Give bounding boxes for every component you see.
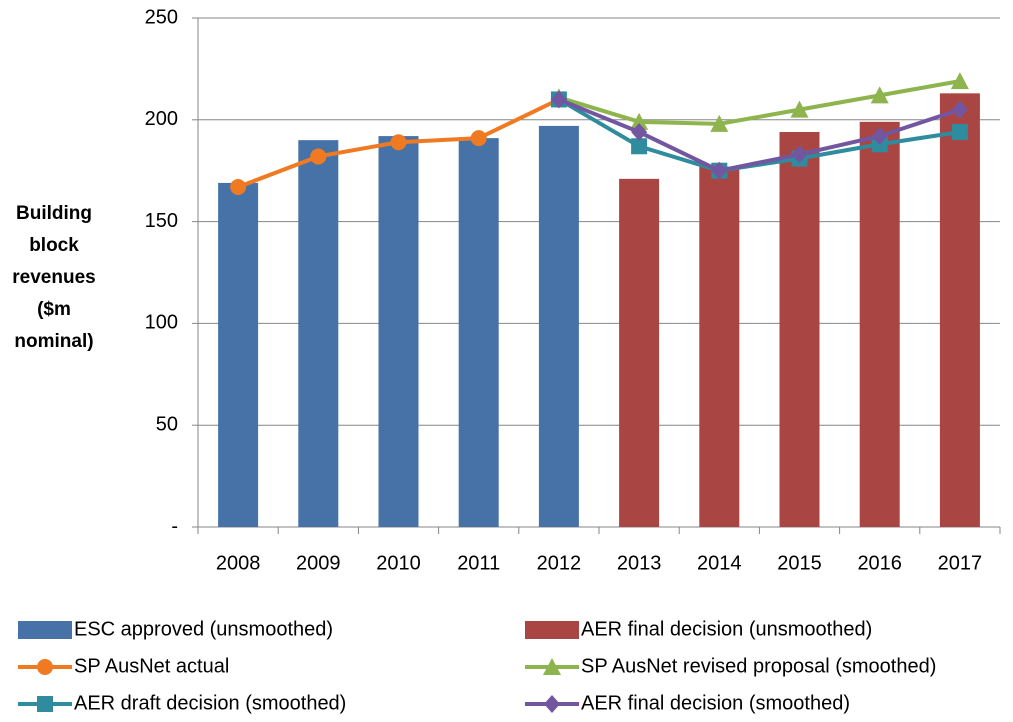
marker (791, 145, 808, 164)
legend-label: AER final decision (smoothed) (581, 692, 850, 714)
legend-marker (37, 696, 53, 712)
y-axis-label: Building block revenues ($m nominal) (12, 203, 96, 352)
legend-swatch (525, 621, 579, 639)
x-tick-label: 2017 (938, 552, 983, 574)
line (557, 97, 961, 173)
x-tick-label: 2015 (777, 552, 822, 574)
marker (951, 100, 968, 119)
x-tick-label: 2013 (617, 552, 662, 574)
x-tick-label: 2014 (697, 552, 742, 574)
x-tick-label: 2008 (216, 552, 261, 574)
marker (630, 112, 649, 130)
marker (951, 124, 968, 141)
legend-label: AER draft decision (smoothed) (74, 692, 346, 714)
marker (631, 138, 648, 155)
marker (550, 90, 567, 109)
bar (378, 136, 419, 527)
marker (870, 86, 889, 104)
marker (950, 72, 969, 90)
bar (458, 138, 499, 527)
legend-label: SP AusNet revised proposal (smoothed) (581, 655, 936, 677)
marker (711, 161, 728, 180)
legend-label: ESC approved (unsmoothed) (74, 618, 333, 640)
marker (710, 114, 729, 132)
bar (619, 178, 660, 527)
x-tick-label: 2011 (457, 552, 500, 574)
x-tick-label: 2010 (376, 552, 421, 574)
legend-label: AER final decision (unsmoothed) (581, 618, 872, 640)
y-tick-label: 100 (145, 312, 178, 334)
marker (390, 134, 407, 151)
bar (699, 166, 740, 528)
legend-marker (37, 659, 53, 675)
marker (310, 148, 327, 165)
bar (939, 93, 980, 527)
legend-marker (543, 658, 561, 675)
marker (871, 127, 888, 146)
marker (470, 130, 487, 147)
legend-swatch (18, 621, 72, 639)
bar (218, 182, 259, 527)
y-tick-label: 250 (145, 6, 178, 28)
y-tick-label: 200 (145, 108, 178, 130)
x-tick-label: 2012 (537, 552, 582, 574)
marker (790, 100, 809, 118)
x-tick-label: 2016 (857, 552, 902, 574)
marker (631, 123, 648, 142)
bar (538, 125, 579, 528)
line (558, 79, 961, 126)
line (558, 97, 961, 173)
legend-label: SP AusNet actual (74, 655, 229, 677)
y-tick-label: 50 (156, 413, 178, 435)
y-tick-label: - (171, 515, 178, 537)
y-tick-label: 150 (145, 210, 178, 232)
marker (230, 178, 247, 195)
bar (779, 132, 820, 528)
x-tick-label: 2009 (296, 552, 341, 574)
bar (859, 121, 900, 527)
legend-marker (544, 695, 560, 713)
bar (298, 140, 339, 527)
